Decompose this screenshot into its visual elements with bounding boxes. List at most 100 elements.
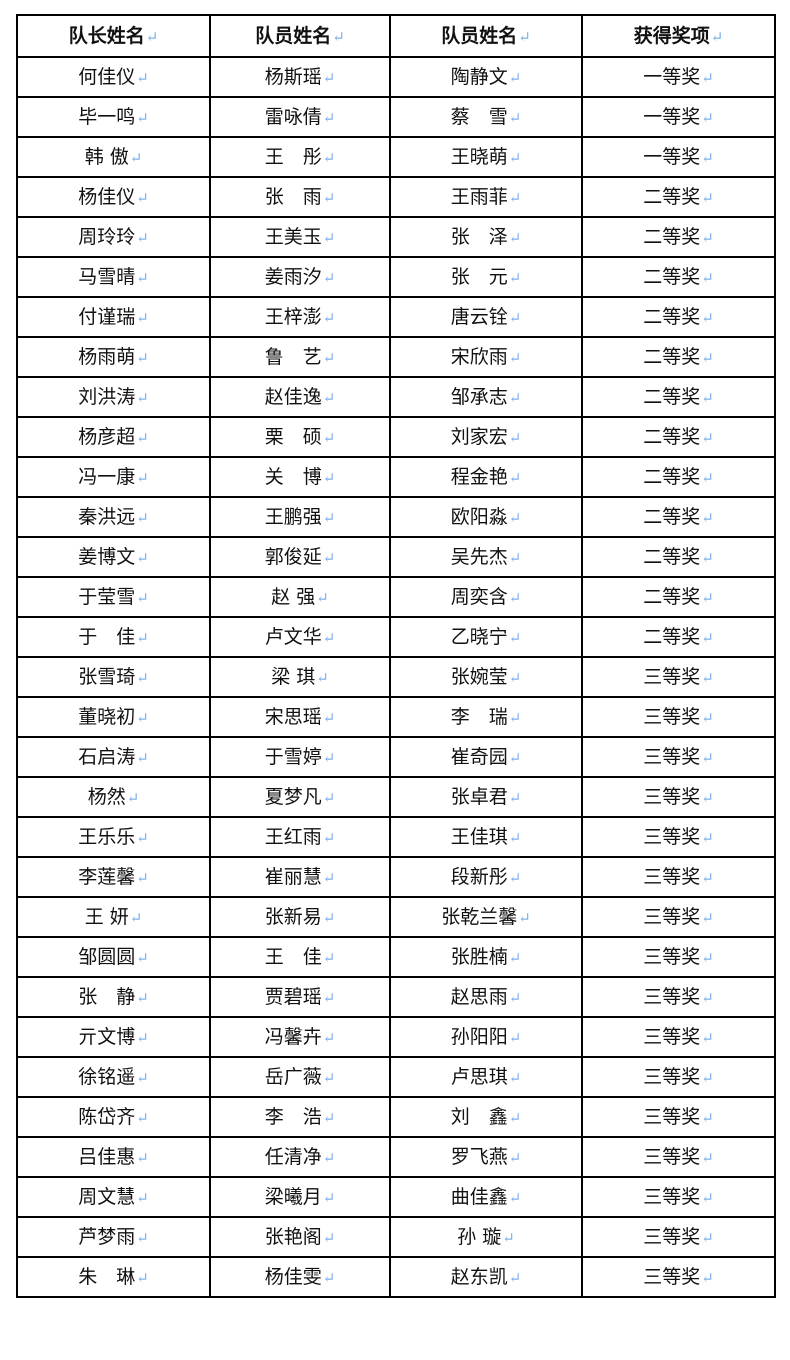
member-1-cell: 于雪婷	[209, 736, 391, 778]
member-1-cell: 赵佳逸	[209, 376, 391, 418]
award-cell: 三等奖	[581, 1016, 776, 1058]
captain-cell: 何佳仪	[16, 56, 211, 98]
captain-cell: 刘洪涛	[16, 376, 211, 418]
member-1-cell: 杨斯瑶	[209, 56, 391, 98]
member-2-cell: 李 瑞	[389, 696, 583, 738]
award-cell: 一等奖	[581, 136, 776, 178]
award-cell: 三等奖	[581, 1096, 776, 1138]
member-2-cell: 邹承志	[389, 376, 583, 418]
member-1-cell: 王美玉	[209, 216, 391, 258]
table-row: 杨佳仪张 雨王雨菲二等奖	[16, 176, 776, 218]
award-cell: 三等奖	[581, 936, 776, 978]
award-cell: 二等奖	[581, 336, 776, 378]
captain-cell: 王 妍	[16, 896, 211, 938]
award-cell: 三等奖	[581, 1216, 776, 1258]
award-cell: 二等奖	[581, 456, 776, 498]
captain-cell: 于 佳	[16, 616, 211, 658]
member-2-cell: 欧阳淼	[389, 496, 583, 538]
member-2-cell: 王佳琪	[389, 816, 583, 858]
award-cell: 二等奖	[581, 496, 776, 538]
award-cell: 三等奖	[581, 896, 776, 938]
table-row: 冯一康关 博程金艳二等奖	[16, 456, 776, 498]
member-2-cell: 乙晓宁	[389, 616, 583, 658]
table-row: 付谨瑞王梓澎唐云铨二等奖	[16, 296, 776, 338]
member-2-cell: 宋欣雨	[389, 336, 583, 378]
captain-cell: 朱 琳	[16, 1256, 211, 1298]
table-row: 王 妍张新易张乾兰馨三等奖	[16, 896, 776, 938]
member-1-cell: 李 浩	[209, 1096, 391, 1138]
table-row: 徐铭遥岳广薇卢思琪三等奖	[16, 1056, 776, 1098]
table-row: 朱 琳杨佳雯赵东凯三等奖	[16, 1256, 776, 1298]
award-cell: 二等奖	[581, 376, 776, 418]
member-2-cell: 陶静文	[389, 56, 583, 98]
member-1-cell: 郭俊延	[209, 536, 391, 578]
captain-cell: 邹圆圆	[16, 936, 211, 978]
member-2-cell: 张 元	[389, 256, 583, 298]
header-captain: 队长姓名	[16, 14, 211, 58]
captain-cell: 冯一康	[16, 456, 211, 498]
award-cell: 二等奖	[581, 256, 776, 298]
member-1-cell: 姜雨汐	[209, 256, 391, 298]
captain-cell: 亓文博	[16, 1016, 211, 1058]
member-2-cell: 崔奇园	[389, 736, 583, 778]
member-1-cell: 栗 硕	[209, 416, 391, 458]
award-cell: 三等奖	[581, 816, 776, 858]
captain-cell: 韩 傲	[16, 136, 211, 178]
award-cell: 二等奖	[581, 176, 776, 218]
table-row: 张 静贾碧瑶赵思雨三等奖	[16, 976, 776, 1018]
awards-table: 队长姓名 队员姓名 队员姓名 获得奖项 何佳仪杨斯瑶陶静文一等奖毕一鸣雷咏倩蔡 …	[16, 14, 776, 1298]
award-cell: 一等奖	[581, 96, 776, 138]
member-1-cell: 赵 强	[209, 576, 391, 618]
captain-cell: 吕佳惠	[16, 1136, 211, 1178]
award-cell: 二等奖	[581, 216, 776, 258]
captain-cell: 石启涛	[16, 736, 211, 778]
captain-cell: 马雪晴	[16, 256, 211, 298]
header-row: 队长姓名 队员姓名 队员姓名 获得奖项	[16, 14, 776, 58]
captain-cell: 张雪琦	[16, 656, 211, 698]
header-award: 获得奖项	[581, 14, 776, 58]
table-row: 马雪晴姜雨汐张 元二等奖	[16, 256, 776, 298]
captain-cell: 李莲馨	[16, 856, 211, 898]
member-2-cell: 卢思琪	[389, 1056, 583, 1098]
member-2-cell: 曲佳鑫	[389, 1176, 583, 1218]
member-2-cell: 唐云铨	[389, 296, 583, 338]
table-row: 于莹雪赵 强周奕含二等奖	[16, 576, 776, 618]
member-2-cell: 蔡 雪	[389, 96, 583, 138]
captain-cell: 张 静	[16, 976, 211, 1018]
member-2-cell: 刘家宏	[389, 416, 583, 458]
award-cell: 三等奖	[581, 1136, 776, 1178]
member-2-cell: 张婉莹	[389, 656, 583, 698]
table-row: 邹圆圆王 佳张胜楠三等奖	[16, 936, 776, 978]
captain-cell: 周文慧	[16, 1176, 211, 1218]
captain-cell: 杨彦超	[16, 416, 211, 458]
table-row: 杨彦超栗 硕刘家宏二等奖	[16, 416, 776, 458]
table-row: 王乐乐王红雨王佳琪三等奖	[16, 816, 776, 858]
member-1-cell: 王梓澎	[209, 296, 391, 338]
captain-cell: 杨雨萌	[16, 336, 211, 378]
captain-cell: 徐铭遥	[16, 1056, 211, 1098]
table-row: 姜博文郭俊延吴先杰二等奖	[16, 536, 776, 578]
award-cell: 三等奖	[581, 1256, 776, 1298]
table-row: 张雪琦梁 琪张婉莹三等奖	[16, 656, 776, 698]
member-1-cell: 张新易	[209, 896, 391, 938]
member-2-cell: 张卓君	[389, 776, 583, 818]
award-cell: 二等奖	[581, 576, 776, 618]
captain-cell: 于莹雪	[16, 576, 211, 618]
member-2-cell: 赵思雨	[389, 976, 583, 1018]
member-1-cell: 王鹏强	[209, 496, 391, 538]
member-1-cell: 王红雨	[209, 816, 391, 858]
captain-cell: 杨佳仪	[16, 176, 211, 218]
header-member-2: 队员姓名	[389, 14, 583, 58]
table-row: 李莲馨崔丽慧段新彤三等奖	[16, 856, 776, 898]
table-row: 于 佳卢文华乙晓宁二等奖	[16, 616, 776, 658]
member-2-cell: 周奕含	[389, 576, 583, 618]
captain-cell: 付谨瑞	[16, 296, 211, 338]
table-row: 韩 傲王 彤王晓萌一等奖	[16, 136, 776, 178]
member-2-cell: 段新彤	[389, 856, 583, 898]
member-2-cell: 张胜楠	[389, 936, 583, 978]
award-cell: 三等奖	[581, 1056, 776, 1098]
table-row: 何佳仪杨斯瑶陶静文一等奖	[16, 56, 776, 98]
member-1-cell: 杨佳雯	[209, 1256, 391, 1298]
member-1-cell: 王 彤	[209, 136, 391, 178]
member-2-cell: 刘 鑫	[389, 1096, 583, 1138]
